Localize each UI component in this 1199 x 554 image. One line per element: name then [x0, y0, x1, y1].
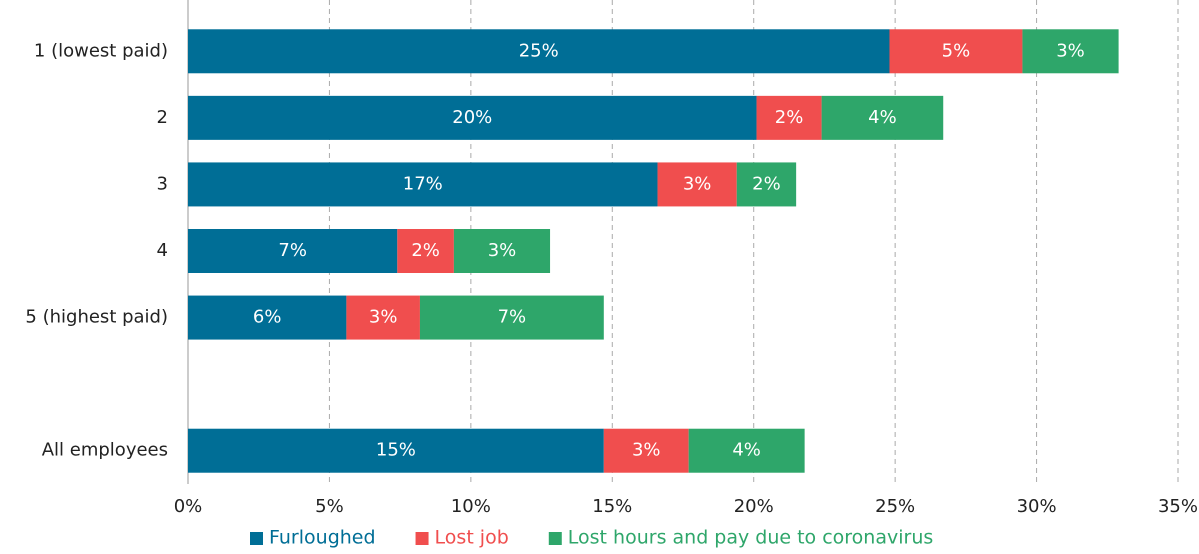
x-tick-label: 10% — [451, 496, 491, 517]
legend-swatch — [250, 532, 263, 545]
bar-segment — [1022, 29, 1119, 74]
y-tick-label: All employees — [42, 440, 168, 461]
bar-segment — [756, 95, 822, 140]
data-label: 25% — [519, 40, 559, 61]
bar-segment — [688, 428, 805, 473]
y-tick-label: 1 (lowest paid) — [34, 40, 168, 61]
bar-segment — [453, 229, 551, 273]
data-label: 6% — [253, 307, 282, 328]
data-label: 3% — [369, 307, 398, 328]
x-tick-label: 20% — [734, 496, 774, 517]
bar-segment — [419, 295, 604, 340]
y-tick-label: 3 — [157, 173, 168, 194]
bar-segment — [397, 229, 454, 273]
bar-segment — [657, 162, 737, 207]
data-label: 2% — [411, 240, 440, 261]
y-tick-label: 4 — [157, 240, 168, 261]
data-label: 17% — [403, 173, 443, 194]
x-tick-label: 0% — [174, 496, 203, 517]
data-label: 4% — [868, 107, 897, 128]
data-label: 3% — [1056, 40, 1085, 61]
legend-label: Lost hours and pay due to coronavirus — [568, 527, 934, 549]
data-label: 7% — [278, 240, 307, 261]
bar-segment — [736, 162, 797, 207]
x-tick-label: 25% — [875, 496, 915, 517]
bar-segment — [188, 428, 604, 473]
bar-segment — [188, 95, 757, 140]
data-label: 20% — [452, 107, 492, 128]
data-label: 4% — [732, 440, 761, 461]
data-label: 7% — [498, 307, 527, 328]
bar-segment — [188, 29, 890, 74]
x-tick-label: 5% — [315, 496, 344, 517]
bar-segment — [188, 229, 398, 273]
data-label: 2% — [775, 107, 804, 128]
bar-segment — [821, 95, 944, 140]
data-label: 3% — [683, 173, 712, 194]
bar-segment — [889, 29, 1023, 74]
x-tick-label: 15% — [592, 496, 632, 517]
data-label: 5% — [942, 40, 971, 61]
data-label: 2% — [752, 173, 781, 194]
bar-segment — [188, 295, 347, 340]
legend-label: Lost job — [435, 527, 509, 549]
legend-swatch — [548, 532, 562, 545]
data-label: 15% — [376, 440, 416, 461]
bar-segment — [603, 428, 689, 473]
y-tick-label: 5 (highest paid) — [25, 307, 168, 328]
legend-label: Furloughed — [269, 527, 376, 549]
data-label: 3% — [632, 440, 661, 461]
legend-swatch — [415, 532, 429, 545]
bar-segment — [188, 162, 658, 207]
y-tick-label: 2 — [157, 107, 168, 128]
bar-segment — [346, 295, 420, 340]
data-label: 3% — [488, 240, 517, 261]
x-tick-label: 35% — [1158, 496, 1198, 517]
x-tick-label: 30% — [1017, 496, 1057, 517]
